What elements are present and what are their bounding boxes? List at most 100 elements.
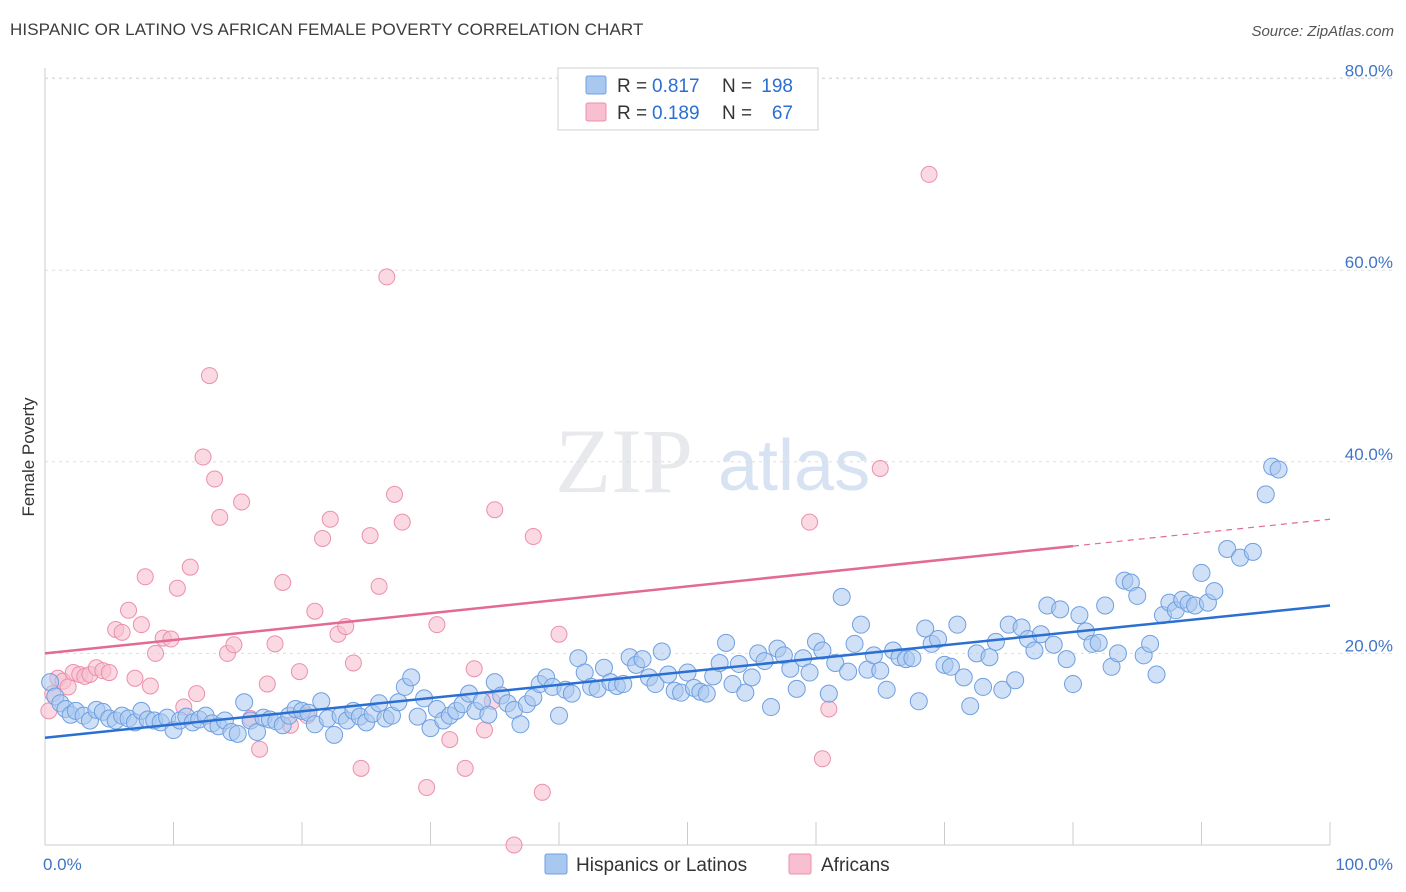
x-tick-label-min: 0.0%: [43, 855, 82, 874]
data-point-africans: [136, 568, 154, 586]
legend-n-value-2: 67: [772, 103, 793, 124]
data-point-hispanics: [961, 697, 980, 716]
data-point-hispanics: [1051, 600, 1070, 619]
data-point-hispanics: [755, 652, 774, 671]
data-point-africans: [211, 508, 229, 526]
data-point-hispanics: [1108, 644, 1127, 663]
legend-r-label-1: R =: [617, 76, 647, 97]
data-point-hispanics: [736, 683, 755, 702]
legend-r-value-1: 0.817: [652, 76, 700, 97]
data-point-hispanics: [909, 692, 928, 711]
data-point-africans: [206, 470, 224, 488]
data-point-africans: [378, 268, 396, 286]
data-point-africans: [225, 636, 243, 654]
legend-n-label-2: N =: [722, 103, 752, 124]
data-point-africans: [533, 783, 551, 801]
y-tick-label: 80.0%: [1345, 62, 1393, 81]
trend-line-africans: [44, 544, 1074, 655]
data-point-africans: [141, 677, 159, 695]
data-point-africans: [465, 660, 483, 678]
data-point-hispanics: [1025, 641, 1044, 660]
series-hispanics: [41, 457, 1288, 744]
data-point-hispanics: [1243, 542, 1262, 561]
legend-swatch-africans: [585, 102, 607, 122]
data-point-hispanics: [511, 715, 530, 734]
data-point-hispanics: [787, 679, 806, 698]
data-point-africans: [475, 721, 493, 739]
data-point-hispanics: [980, 648, 999, 667]
data-point-africans: [801, 513, 819, 531]
legend-bottom-swatch-africans: [788, 853, 812, 875]
data-point-hispanics: [1089, 633, 1108, 652]
data-point-africans: [266, 635, 284, 653]
y-axis-label: Female Poverty: [19, 397, 38, 517]
legend-swatch-hispanics: [585, 75, 607, 95]
data-point-africans: [100, 664, 118, 682]
data-point-hispanics: [1218, 539, 1237, 558]
data-point-africans: [344, 654, 362, 672]
data-point-africans: [194, 448, 212, 466]
data-point-africans: [132, 616, 150, 634]
data-point-africans: [524, 528, 542, 546]
legend-n-value-1: 198: [761, 76, 793, 97]
chart-title: HISPANIC OR LATINO VS AFRICAN FEMALE POV…: [10, 20, 644, 39]
data-point-africans: [486, 501, 504, 519]
data-point-africans: [813, 750, 831, 768]
data-point-hispanics: [1064, 675, 1082, 694]
data-point-africans: [290, 663, 308, 681]
legend-n-label-1: N =: [722, 76, 752, 97]
watermark-atlas: atlas: [718, 426, 870, 506]
data-point-hispanics: [929, 630, 948, 649]
data-point-hispanics: [986, 632, 1005, 651]
data-point-hispanics: [652, 642, 671, 661]
data-point-africans: [418, 779, 436, 797]
y-tick-label: 20.0%: [1345, 636, 1393, 655]
data-point-africans: [456, 759, 474, 777]
data-point-africans: [871, 460, 889, 478]
watermark: ZIP atlas: [555, 410, 870, 512]
data-point-hispanics: [832, 587, 851, 606]
data-point-africans: [393, 513, 411, 531]
data-point-africans: [920, 165, 938, 183]
data-point-africans: [147, 644, 165, 662]
data-point-hispanics: [697, 684, 716, 703]
data-point-hispanics: [819, 684, 838, 703]
data-point-hispanics: [717, 633, 736, 652]
data-point-africans: [188, 685, 206, 703]
trend-line-hispanics: [44, 604, 1331, 739]
data-point-africans: [505, 836, 523, 854]
data-point-hispanics: [851, 615, 870, 634]
data-point-africans: [306, 602, 324, 620]
data-point-hispanics: [550, 706, 568, 725]
data-point-hispanics: [1070, 606, 1089, 625]
data-point-hispanics: [562, 684, 581, 703]
data-point-hispanics: [1205, 582, 1224, 601]
data-point-hispanics: [871, 661, 890, 680]
legend-bottom-swatch-hispanics: [544, 853, 568, 875]
data-point-hispanics: [864, 646, 883, 665]
data-point-hispanics: [916, 619, 935, 638]
data-point-hispanics: [954, 668, 973, 687]
data-point-hispanics: [1256, 485, 1275, 504]
data-point-hispanics: [800, 663, 819, 682]
data-point-hispanics: [993, 680, 1012, 699]
watermark-zip: ZIP: [555, 410, 693, 512]
x-tick-label-max: 100.0%: [1335, 855, 1393, 874]
legend-bottom-label-hispanics: Hispanics or Latinos: [576, 855, 747, 876]
data-point-africans: [251, 740, 269, 758]
data-point-africans: [428, 616, 446, 634]
legend-bottom-label-africans: Africans: [821, 855, 890, 876]
data-point-africans: [258, 675, 276, 693]
y-tick-labels: 20.0% 40.0% 60.0% 80.0%: [1345, 62, 1393, 656]
data-point-africans: [820, 700, 838, 718]
data-point-africans: [314, 529, 332, 547]
data-point-africans: [120, 601, 138, 619]
data-point-hispanics: [1044, 635, 1063, 654]
data-point-hispanics: [903, 649, 922, 668]
data-point-africans: [441, 731, 459, 749]
data-point-hispanics: [974, 677, 993, 696]
legend-r-value-2: 0.189: [652, 103, 700, 124]
gridlines: [45, 78, 1395, 654]
data-point-hispanics: [1057, 650, 1076, 669]
data-point-hispanics: [479, 705, 498, 724]
